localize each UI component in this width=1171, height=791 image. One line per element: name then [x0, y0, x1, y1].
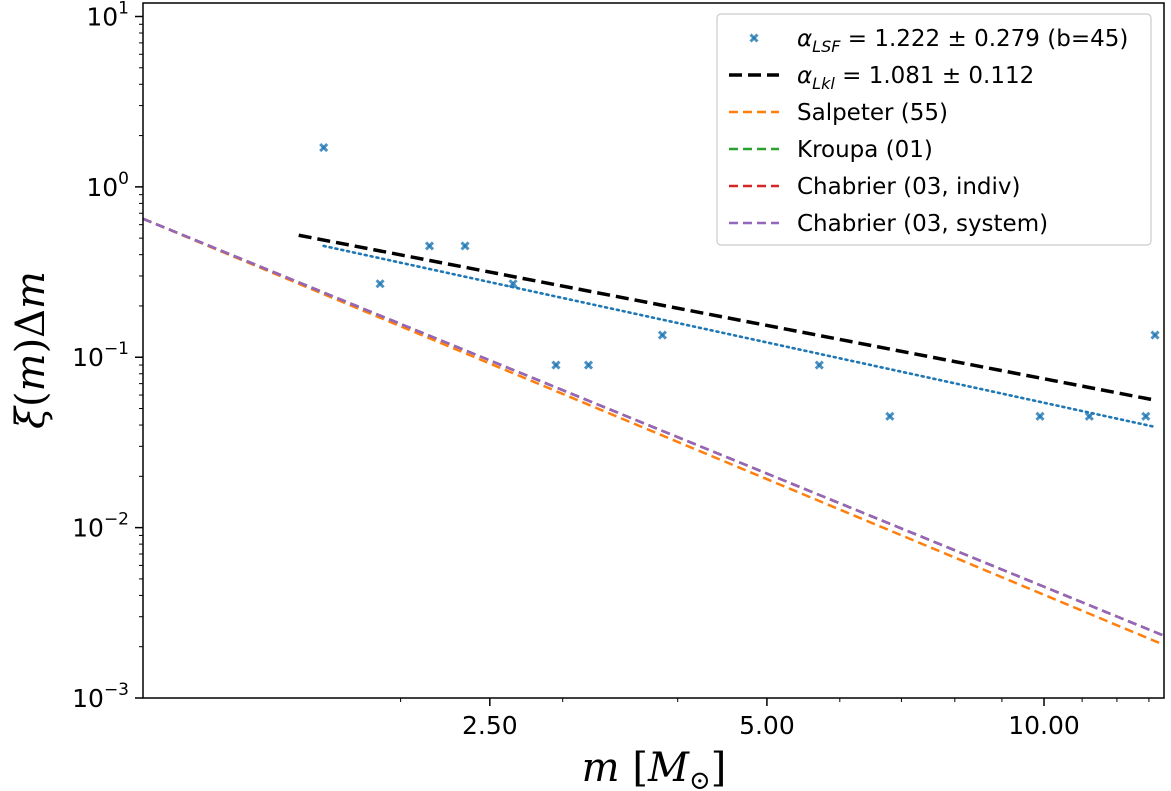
- scatter-points: [319, 143, 1160, 421]
- plot-frame: [142, 2, 1165, 699]
- x-axis-label: m [M⊙]: [582, 745, 727, 791]
- scatter-point: [1084, 411, 1094, 421]
- x-tick-label: 2.50: [462, 711, 518, 740]
- plot-lines: [143, 217, 1164, 647]
- legend: αLSF = 1.222 ± 0.279 (b=45) αLkl = 1.081 …: [716, 13, 1152, 246]
- legend-label: Salpeter (55): [797, 100, 948, 126]
- imf-line-salpeter-55: [143, 217, 1164, 647]
- x-tick-label: 5.00: [739, 711, 795, 740]
- y-tick-label: 10−1: [72, 339, 129, 372]
- legend-label: αLkl = 1.081 ± 0.112: [797, 63, 1034, 93]
- legend-label: Chabrier (03, indiv): [797, 174, 1021, 200]
- y-tick-label: 100: [86, 169, 129, 202]
- lkl-fit-line: [298, 233, 1156, 402]
- y-tick-label: 10−3: [72, 680, 129, 713]
- scatter-point: [657, 330, 667, 340]
- imf-line-chabrier-03-system: [143, 217, 1164, 637]
- y-axis-label: ξ(m)Δm: [8, 271, 54, 429]
- scatter-point: [460, 241, 470, 251]
- legend-label: αLSF = 1.222 ± 0.279 (b=45): [797, 26, 1128, 56]
- scatter-point: [424, 241, 435, 251]
- scatter-point: [1141, 411, 1151, 421]
- legend-box: [716, 13, 1152, 246]
- y-tick-label: 10−2: [72, 510, 129, 543]
- scatter-point: [508, 279, 518, 289]
- scatter-point: [375, 279, 385, 289]
- scatter-point: [814, 360, 824, 370]
- scatter-point: [583, 360, 594, 370]
- legend-label: Chabrier (03, system): [797, 211, 1048, 237]
- scatter-point: [319, 143, 329, 153]
- y-tick-label: 101: [86, 0, 129, 31]
- scatter-point: [551, 360, 561, 370]
- scatter-point: [1035, 411, 1045, 421]
- x-tick-label: 10.00: [1008, 711, 1080, 740]
- lsf-fit-line: [322, 244, 1157, 429]
- scatter-point: [885, 411, 895, 421]
- legend-label: Kroupa (01): [797, 137, 933, 163]
- axis-ticks: 2.50 5.00 10.00 10−3 10−2 10−1 100 101: [72, 0, 1150, 740]
- legend-marker-lsf: [749, 33, 759, 43]
- scatter-point: [1150, 330, 1160, 340]
